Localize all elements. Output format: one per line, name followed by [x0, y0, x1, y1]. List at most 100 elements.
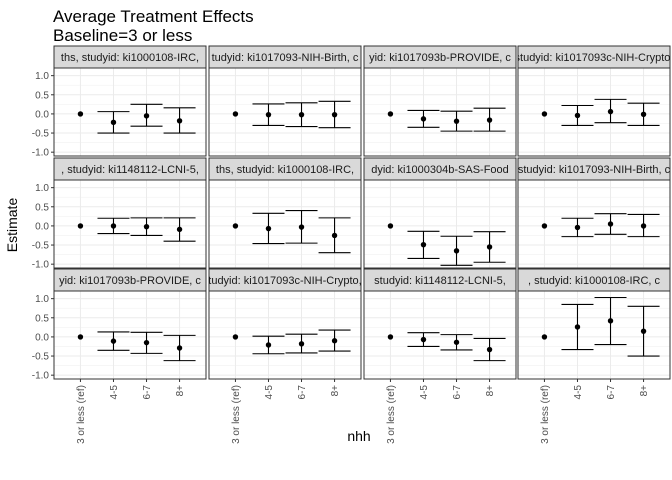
- facet-strip-label: ths, studyid: ki1000108-IRC,: [61, 52, 199, 64]
- y-tick-label: 0.0: [35, 109, 49, 120]
- y-tick-label: -0.5: [32, 352, 50, 363]
- estimate-point: [640, 111, 647, 117]
- facet-panel-4: studyid: ki1017093c-NIH-Crypto,: [515, 45, 672, 157]
- y-tick-label: 1.0: [35, 71, 49, 82]
- facet-strip-label: tudyid: ki1017093c-NIH-Crypto,: [208, 275, 361, 287]
- facet-strip-label: , studyid: ki1148112-LCNI-5,: [61, 164, 199, 176]
- estimate-point: [298, 224, 305, 230]
- estimate-point: [574, 324, 581, 330]
- x-tick-label: 4-5: [109, 385, 120, 400]
- x-tick-label: 6-7: [452, 385, 463, 400]
- facet-panel-5: , studyid: ki1148112-LCNI-5, -1.0 -0.5 0.0 0…: [32, 157, 207, 271]
- panel-border: [363, 67, 517, 157]
- x-tick-label: 4-5: [573, 385, 584, 400]
- estimate-point: [387, 334, 394, 340]
- estimate-point: [331, 338, 338, 344]
- estimate-point: [640, 223, 647, 229]
- facet-strip-label: tudyid: ki1017093-NIH-Birth, c: [212, 52, 359, 64]
- panel-border: [517, 179, 671, 269]
- estimate-point: [453, 118, 460, 124]
- estimate-point: [574, 112, 581, 119]
- estimate-point: [541, 334, 548, 340]
- panel-border: [53, 290, 207, 380]
- x-tick-label: 3 or less (ref): [386, 385, 397, 444]
- facet-strip-label: studyid: ki1148112-LCNI-5,: [374, 275, 506, 287]
- estimate-point: [331, 232, 338, 239]
- facet-panel-2: tudyid: ki1017093-NIH-Birth, c: [208, 45, 362, 157]
- facet-panel-10: tudyid: ki1017093c-NIH-Crypto, 3 or less …: [208, 268, 362, 444]
- estimate-point: [143, 339, 150, 346]
- estimate-point: [541, 111, 548, 117]
- panel-border: [53, 179, 207, 269]
- x-tick-label: 3 or less (ref): [540, 385, 551, 444]
- x-tick-label: 3 or less (ref): [231, 385, 242, 444]
- panel-border: [208, 67, 362, 157]
- x-axis-title: nhh: [347, 428, 370, 444]
- panel-border: [363, 290, 517, 380]
- facet-panel-3: yid: ki1017093b-PROVIDE, c: [363, 45, 517, 157]
- facet-panels: ths, studyid: ki1000108-IRC, -1.0 -0.5 0.0 0…: [32, 45, 672, 444]
- estimate-point: [607, 318, 614, 324]
- y-axis-title: Estimate: [4, 198, 20, 253]
- panel-border: [208, 290, 362, 380]
- facet-panel-1: ths, studyid: ki1000108-IRC, -1.0 -0.5 0.0 0…: [32, 45, 207, 159]
- y-tick-label: 1.0: [35, 183, 49, 194]
- facet-strip-label: studyid: ki1017093-NIH-Birth, c: [518, 164, 671, 176]
- y-tick-label: 0.5: [35, 313, 49, 324]
- estimate-point: [387, 223, 394, 229]
- estimate-point: [265, 342, 272, 348]
- estimate-point: [387, 111, 394, 117]
- estimate-point: [453, 248, 460, 254]
- estimate-point: [110, 223, 117, 229]
- estimate-point: [420, 336, 427, 343]
- estimate-point: [541, 223, 548, 229]
- estimate-point: [298, 111, 305, 118]
- facet-strip-label: dyid: ki1000304b-SAS-Food: [371, 164, 509, 176]
- estimate-point: [331, 111, 338, 118]
- estimate-point: [110, 338, 117, 344]
- estimate-point: [265, 111, 272, 118]
- facet-strip-label: yid: ki1017093b-PROVIDE, c: [369, 52, 511, 64]
- facet-panel-9: yid: ki1017093b-PROVIDE, c -1.0 -0.5 0.0 0.5…: [32, 268, 207, 444]
- panel-border: [517, 67, 671, 157]
- facet-strip-label: studyid: ki1017093c-NIH-Crypto,: [515, 52, 672, 64]
- estimate-point: [77, 223, 84, 229]
- facet-panel-12: , studyid: ki1000108-IRC, c 3 or less (re…: [517, 268, 671, 444]
- estimate-point: [176, 345, 183, 351]
- y-tick-label: 0.0: [35, 221, 49, 232]
- x-tick-label: 8+: [639, 385, 650, 397]
- estimate-point: [420, 116, 427, 122]
- x-tick-label: 8+: [330, 385, 341, 397]
- y-tick-label: 1.0: [35, 294, 49, 305]
- estimate-point: [298, 341, 305, 347]
- panel-border: [363, 179, 517, 269]
- facet-strip-label: yid: ki1017093b-PROVIDE, c: [59, 275, 201, 287]
- facet-strip-label: ths, studyid: ki1000108-IRC,: [216, 164, 354, 176]
- chart-title: Average Treatment Effects: [53, 7, 254, 26]
- estimate-point: [640, 328, 647, 334]
- y-tick-label: 0.0: [35, 332, 49, 343]
- estimate-point: [607, 221, 614, 227]
- x-tick-label: 6-7: [142, 385, 153, 400]
- facet-strip-label: , studyid: ki1000108-IRC, c: [528, 275, 661, 287]
- y-tick-label: 0.5: [35, 202, 49, 213]
- y-tick-label: -1.0: [32, 371, 50, 382]
- estimate-point: [232, 334, 239, 340]
- estimate-point: [265, 225, 272, 232]
- x-tick-label: 8+: [485, 385, 496, 397]
- x-tick-label: 6-7: [606, 385, 617, 400]
- panel-border: [53, 67, 207, 157]
- estimate-point: [486, 346, 493, 353]
- estimate-point: [77, 334, 84, 340]
- x-tick-label: 6-7: [297, 385, 308, 400]
- facet-panel-11: studyid: ki1148112-LCNI-5, 3 or less (ref…: [363, 268, 517, 444]
- facet-panel-8: studyid: ki1017093-NIH-Birth, c: [517, 157, 671, 269]
- estimate-point: [232, 111, 239, 117]
- facet-panel-6: ths, studyid: ki1000108-IRC,: [208, 157, 362, 269]
- estimate-point: [453, 339, 460, 345]
- estimate-point: [143, 223, 150, 230]
- estimate-point: [110, 119, 117, 126]
- estimate-point: [574, 224, 581, 231]
- estimate-point: [77, 111, 84, 117]
